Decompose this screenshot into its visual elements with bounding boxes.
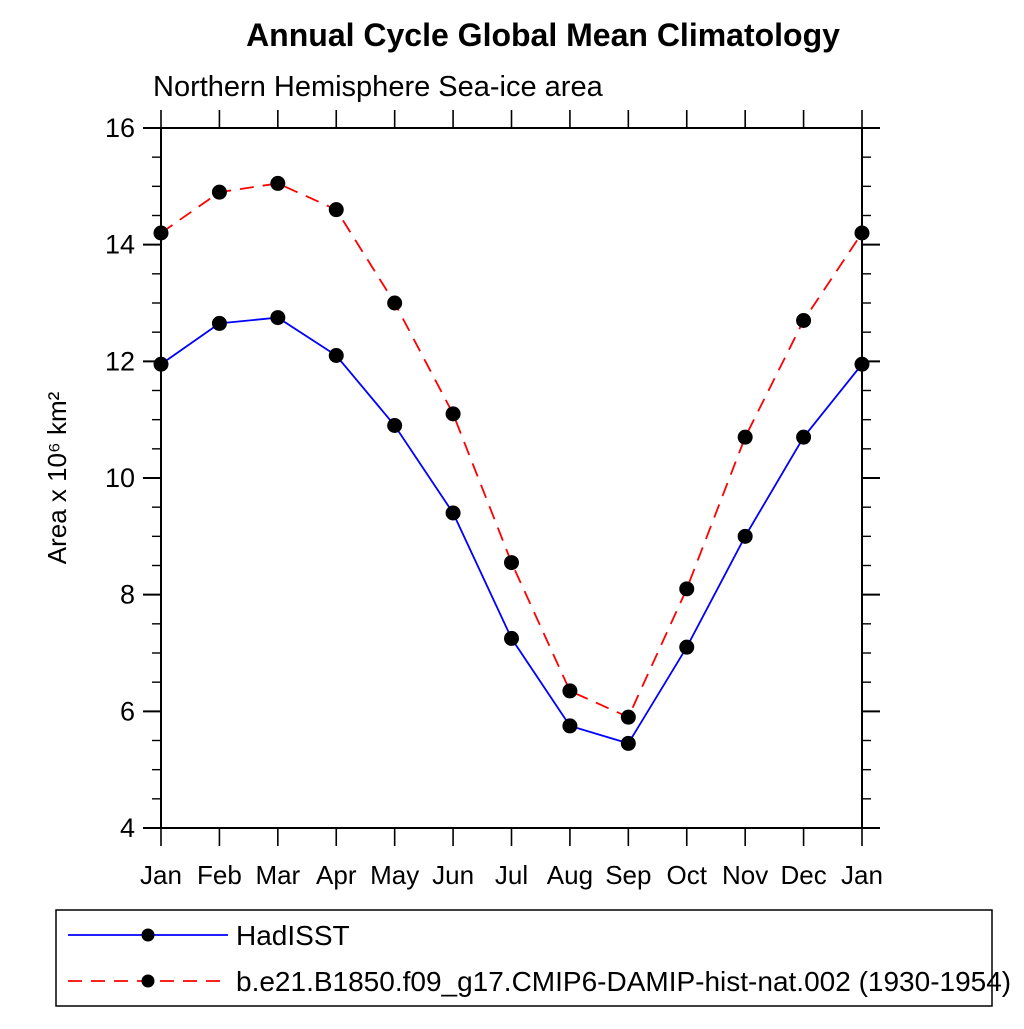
data-point-marker bbox=[620, 709, 636, 725]
data-point-marker bbox=[270, 175, 286, 191]
data-point-marker bbox=[679, 639, 695, 655]
legend-box bbox=[55, 909, 993, 1007]
y-tick-label: 14 bbox=[105, 230, 135, 260]
data-point-marker bbox=[153, 225, 169, 241]
series-line-0 bbox=[160, 316, 863, 745]
data-point-marker bbox=[270, 310, 286, 326]
data-point-marker bbox=[737, 528, 753, 544]
data-point-marker bbox=[211, 315, 227, 331]
x-month-label: Apr bbox=[316, 860, 357, 890]
data-point-marker bbox=[445, 505, 461, 521]
x-month-label: Aug bbox=[547, 860, 593, 890]
legend-marker-hadisst-dot bbox=[141, 928, 155, 942]
y-tick-label: 16 bbox=[105, 113, 135, 143]
data-point-marker bbox=[387, 418, 403, 433]
data-point-marker bbox=[562, 718, 578, 734]
legend-label-hadisst: HadISST bbox=[236, 920, 350, 951]
x-month-label: Nov bbox=[722, 860, 768, 890]
data-point-marker bbox=[504, 630, 519, 646]
x-month-label: Dec bbox=[780, 860, 826, 890]
y-tick-label: 4 bbox=[120, 813, 135, 843]
plot-frame bbox=[160, 127, 863, 829]
x-month-label: May bbox=[370, 860, 419, 890]
data-point-marker bbox=[328, 348, 344, 363]
x-month-label: Jan bbox=[140, 860, 182, 890]
y-axis-label: Area x 10⁶ km² bbox=[42, 391, 72, 564]
data-point-marker bbox=[796, 429, 812, 445]
x-month-label: Jan bbox=[841, 860, 883, 890]
data-point-marker bbox=[620, 735, 636, 751]
data-point-marker bbox=[445, 406, 461, 422]
x-month-label: Oct bbox=[667, 860, 708, 890]
y-tick-label: 10 bbox=[105, 463, 135, 493]
legend: HadISST b.e21.B1850.f09_g17.CMIP6-DAMIP-… bbox=[55, 909, 1011, 1007]
legend-label-model: b.e21.B1850.f09_g17.CMIP6-DAMIP-hist-nat… bbox=[236, 966, 1011, 997]
data-point-marker bbox=[796, 313, 812, 328]
x-month-label: Sep bbox=[605, 860, 651, 890]
x-month-label: Jul bbox=[495, 860, 528, 890]
data-point-marker bbox=[854, 225, 870, 241]
data-point-marker bbox=[387, 295, 403, 311]
axes: 4 6 8 10 12 14 16 Jan Feb Mar Apr May Jun Jul Aug Sep Oc… bbox=[105, 110, 883, 890]
data-point-marker bbox=[562, 683, 578, 699]
x-month-label: Feb bbox=[197, 860, 242, 890]
x-month-label: Mar bbox=[255, 860, 300, 890]
y-tick-label: 6 bbox=[120, 696, 135, 726]
y-tick-label: 8 bbox=[120, 580, 135, 610]
legend-marker-model-dot bbox=[141, 974, 155, 988]
data-point-marker bbox=[737, 429, 753, 445]
data-point-marker bbox=[504, 555, 519, 571]
chart-title: Annual Cycle Global Mean Climatology bbox=[246, 17, 840, 53]
data-point-marker bbox=[211, 184, 227, 200]
y-tick-label: 12 bbox=[105, 346, 135, 376]
data-point-marker bbox=[854, 356, 870, 372]
data-point-marker bbox=[679, 581, 695, 597]
series-lines bbox=[153, 175, 870, 751]
x-month-label: Jun bbox=[432, 860, 474, 890]
data-point-marker bbox=[328, 202, 344, 218]
data-point-marker bbox=[153, 356, 169, 372]
chart-subtitle: Northern Hemisphere Sea-ice area bbox=[153, 71, 604, 103]
